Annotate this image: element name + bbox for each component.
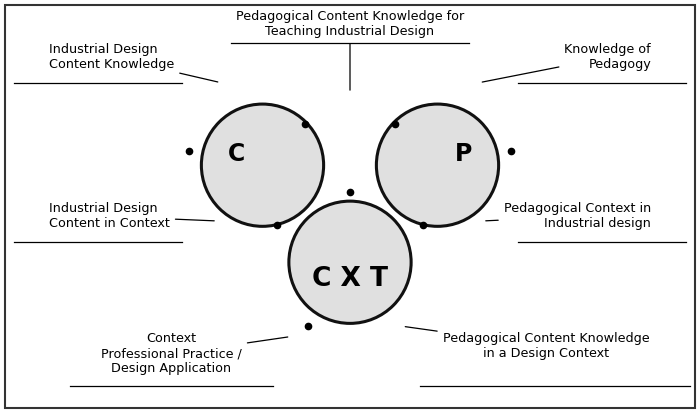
Text: Pedagogical Context in
Industrial design: Pedagogical Context in Industrial design: [486, 202, 651, 230]
Circle shape: [377, 104, 498, 226]
Text: Pedagogical Content Knowledge
in a Design Context: Pedagogical Content Knowledge in a Desig…: [405, 327, 650, 361]
Circle shape: [289, 201, 411, 323]
Text: Industrial Design
Content in Context: Industrial Design Content in Context: [49, 202, 214, 230]
Text: C X T: C X T: [312, 266, 388, 292]
Text: Context
Professional Practice /
Design Application: Context Professional Practice / Design A…: [101, 332, 288, 375]
Text: Pedagogical Content Knowledge for
Teaching Industrial Design: Pedagogical Content Knowledge for Teachi…: [236, 10, 464, 90]
Text: C: C: [228, 142, 246, 166]
Text: Industrial Design
Content Knowledge: Industrial Design Content Knowledge: [49, 43, 218, 82]
Text: P: P: [454, 142, 472, 166]
Circle shape: [202, 104, 323, 226]
Text: Knowledge of
Pedagogy: Knowledge of Pedagogy: [482, 43, 651, 82]
